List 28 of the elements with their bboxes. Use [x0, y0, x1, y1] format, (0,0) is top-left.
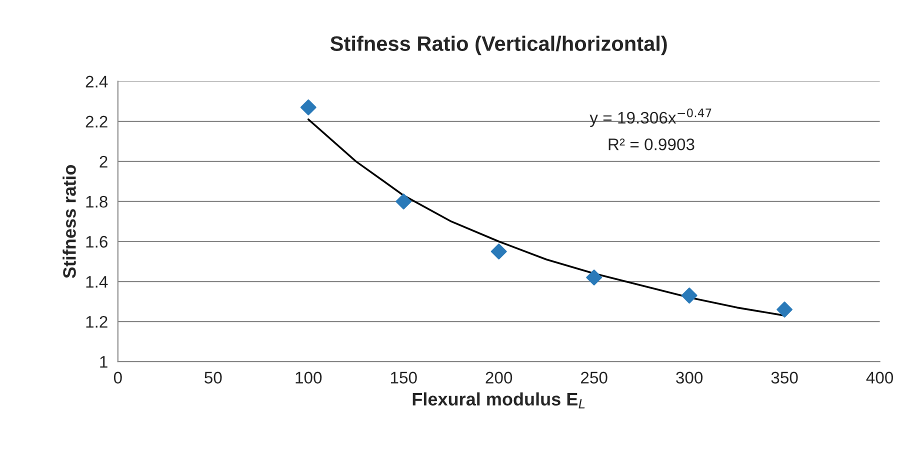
x-tick-label: 200: [486, 372, 512, 384]
point: [396, 193, 412, 210]
point: [586, 270, 602, 286]
y-tick-label: 2.4: [86, 76, 108, 88]
x-tick-label: 300: [676, 372, 703, 384]
y-tick-label: 1.8: [86, 196, 108, 208]
annotation: y = 19.306x$^{−0.47}$: [590, 108, 712, 127]
x-tick-label: 150: [390, 372, 417, 384]
point: [776, 302, 793, 318]
y-tick-label: 1.6: [86, 236, 108, 248]
x-tick-label: 350: [771, 372, 798, 384]
y-axis-title: Stifness ratio: [62, 164, 76, 278]
point: [490, 244, 507, 260]
y-tick-label: 2: [100, 156, 108, 168]
point: [300, 99, 316, 116]
y-tick-label: 1: [100, 356, 108, 368]
point: [681, 288, 698, 304]
x-tick-label: 400: [866, 372, 894, 384]
y-tick-label: 1.2: [86, 316, 108, 328]
annotation: R² = 0.9903: [608, 138, 694, 150]
x-axis-title: Flexural modulus E$_{L}$: [412, 392, 585, 408]
y-tick-label: 2.2: [86, 116, 108, 128]
x-tick-label: 0: [114, 372, 122, 384]
x-tick-label: 50: [204, 372, 222, 384]
x-tick-label: 100: [296, 372, 322, 384]
y-tick-label: 1.4: [86, 276, 108, 288]
x-tick-label: 250: [581, 372, 608, 384]
chart-title: Stifness Ratio (Vertical/horizontal): [330, 36, 667, 56]
